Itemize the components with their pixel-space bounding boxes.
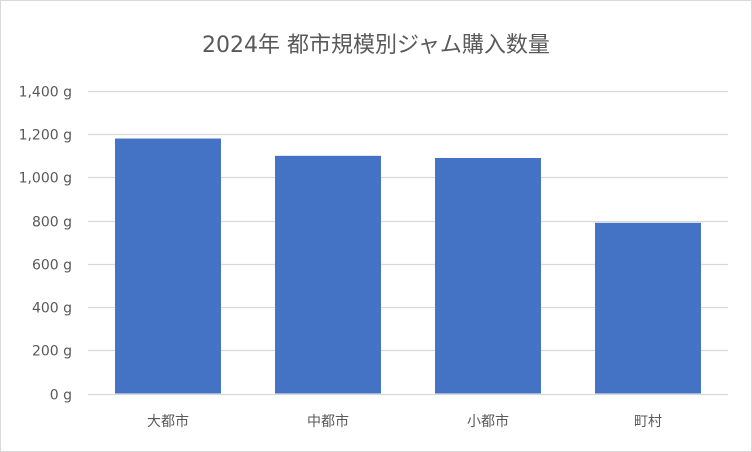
chart-title: 2024年 都市規模別ジャム購入数量 [202,33,550,58]
y-tick-label: 600 g [32,258,72,274]
y-tick-label: 400 g [32,301,72,317]
y-tick-label: 0 g [50,388,72,404]
x-tick-label: 町村 [634,414,662,430]
x-tick-label: 小都市 [467,413,509,430]
bar-2 [435,157,541,394]
y-tick-label: 200 g [32,344,72,360]
x-tick-label: 中都市 [307,413,349,430]
y-tick-label: 1,400 g [19,85,72,101]
x-tick-label: 大都市 [147,413,189,430]
bar-0 [115,138,221,394]
y-tick-label: 1,000 g [19,171,72,187]
bar-1 [275,155,381,394]
y-tick-label: 1,200 g [19,128,72,144]
bar-3 [595,222,701,394]
y-tick-label: 800 g [32,215,72,231]
